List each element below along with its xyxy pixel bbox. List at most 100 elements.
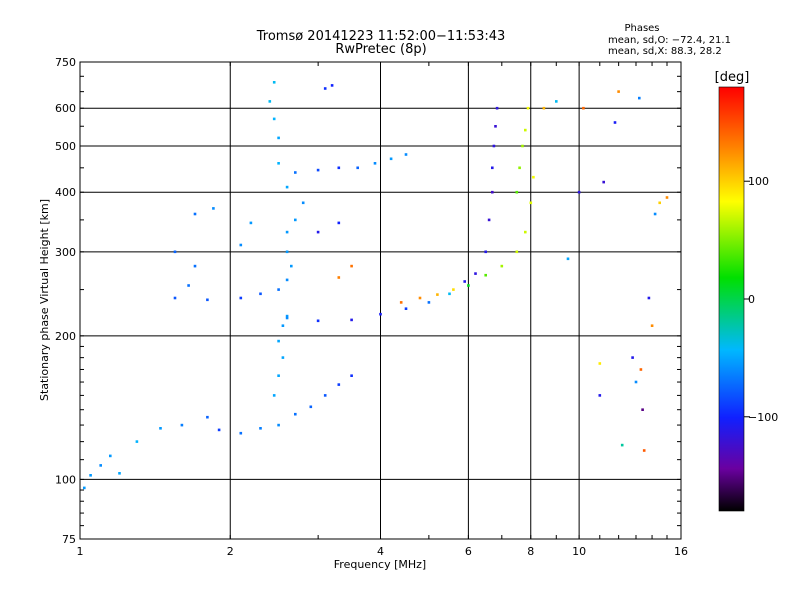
data-point [277,339,280,343]
data-point [495,106,499,110]
data-point [337,383,341,386]
colorbar-ticks: 100 0 −100 [744,175,778,424]
data-point [277,423,280,427]
data-point [524,230,527,234]
chart-subtitle: RwPretec (8p) [335,42,426,57]
y-tick-label: 75 [62,533,76,546]
data-point [159,427,162,430]
data-points [83,81,669,490]
data-point [474,272,477,275]
colorbar-gradient [718,86,745,512]
data-point [518,166,521,170]
x-tick-label: 10 [572,545,586,558]
data-point [259,427,262,430]
data-point [193,264,197,268]
data-point [542,106,546,110]
data-point [566,257,570,261]
data-point [277,374,280,377]
data-point [521,144,524,148]
data-point [285,278,289,282]
data-point [272,81,276,84]
data-point [491,166,494,170]
data-point [337,221,341,225]
data-point [634,380,638,384]
grid-lines [80,62,681,539]
data-point [484,250,487,254]
data-point [277,288,280,291]
data-point [642,449,646,452]
colorbar-tick-label: 0 [748,293,755,306]
data-point [463,280,466,283]
y-tick-label: 400 [55,186,76,199]
colorbar-label: [deg] [715,70,750,85]
y-axis-label: Stationary phase Virtual Height [km] [38,199,51,401]
data-point [379,312,382,316]
axis-ticks [79,61,682,540]
x-tick-labels: 1 2 4 6 8 10 16 [77,545,689,558]
data-point [436,293,439,296]
data-point [427,301,431,304]
data-point [404,307,408,310]
data-point [555,100,558,103]
data-point [452,288,455,291]
data-point [526,106,530,110]
data-point [487,218,491,222]
data-point [647,296,651,300]
data-point [290,264,293,268]
data-point [356,166,359,170]
data-point [323,394,327,397]
data-point [173,250,177,254]
data-point [193,212,197,216]
data-point [206,415,209,419]
data-point [350,264,353,268]
data-point [350,374,353,377]
data-point [285,230,289,234]
phases-x-stats: mean, sd,X: 88.3, 28.2 [608,46,722,57]
data-point [316,230,320,234]
data-point [373,162,377,165]
data-point [389,157,393,161]
data-point [492,144,496,148]
data-point [631,356,634,359]
data-point [249,221,253,225]
data-point [285,250,289,254]
x-tick-label: 16 [674,545,688,558]
data-point [337,276,341,279]
y-tick-label: 500 [55,140,76,153]
y-tick-label: 750 [55,56,76,69]
data-point [620,443,624,447]
data-point [277,136,280,140]
data-point [658,201,661,205]
data-point [239,296,243,300]
y-tick-label: 300 [55,246,76,259]
y-tick-labels: 75 100 200 300 400 500 600 750 [55,56,76,546]
data-point [268,100,272,103]
data-point [285,316,289,320]
data-point [272,394,276,397]
data-point [272,117,276,121]
colorbar: [deg] 100 0 −100 [715,70,778,512]
data-point [582,106,585,110]
data-point [281,356,285,359]
data-point [109,454,112,458]
x-tick-label: 4 [377,545,384,558]
data-point [484,273,487,277]
data-point [404,153,408,156]
data-point [665,196,669,199]
data-point [212,207,215,210]
data-point [515,250,519,254]
data-point [639,368,643,371]
phases-heading: Phases [624,23,659,34]
data-point [316,168,320,172]
data-point [206,298,209,302]
data-point [323,87,327,90]
data-point [294,412,297,416]
x-tick-label: 6 [465,545,472,558]
y-tick-label: 200 [55,330,76,343]
data-point [118,472,121,475]
data-point [281,324,285,327]
data-point [135,440,139,443]
data-point [294,218,297,222]
data-point [653,212,657,216]
